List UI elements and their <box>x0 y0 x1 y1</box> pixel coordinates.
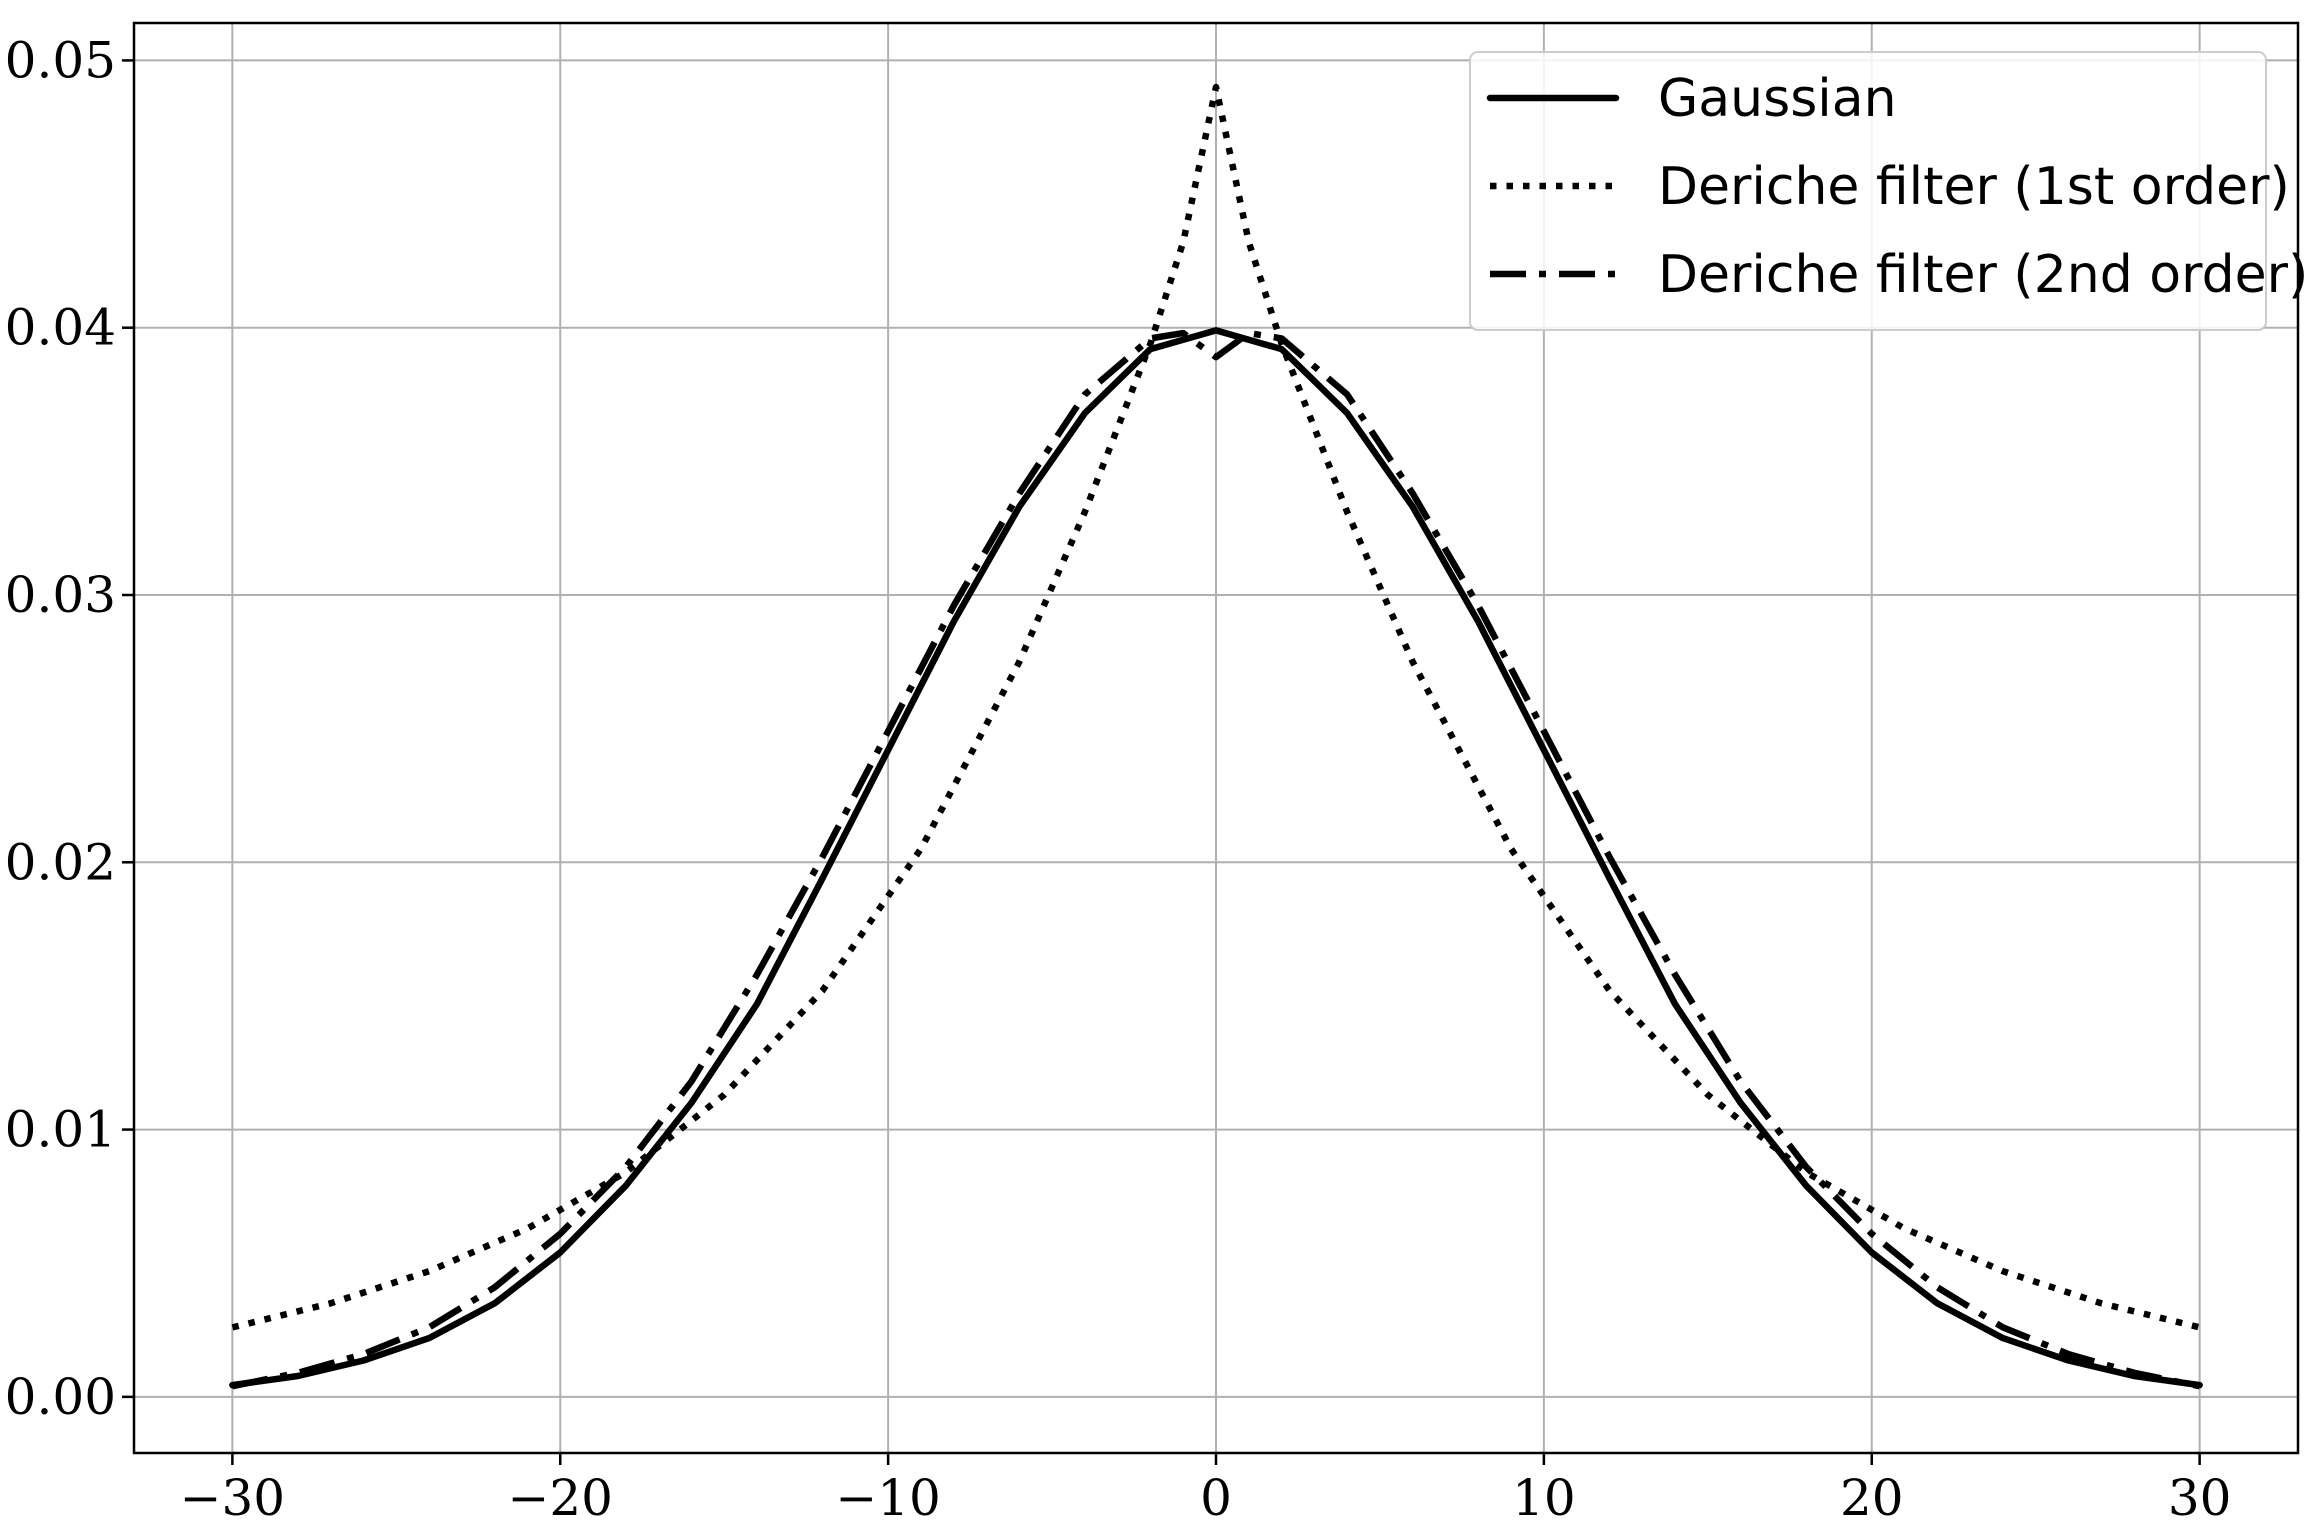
y-tick-label: 0.00 <box>5 1368 116 1426</box>
y-tick-label: 0.01 <box>5 1101 116 1159</box>
tick-labels: −30 −20 −10 0 10 20 30 0.00 0.01 0.02 0.03 0.04 0.05 <box>5 31 2232 1522</box>
legend-box <box>1469 51 2267 331</box>
legend-label-2: Deriche filter (1st order) <box>1658 157 2290 217</box>
x-tick-label: 10 <box>1512 1469 1576 1522</box>
x-tick-label: −20 <box>507 1469 613 1522</box>
series-line-1 <box>229 327 2203 1389</box>
y-tick-label: 0.04 <box>5 299 116 357</box>
series-line-3 <box>231 329 2201 1390</box>
x-tick-label: 30 <box>2168 1469 2232 1522</box>
y-tick-label: 0.03 <box>5 566 116 624</box>
series-line-2 <box>231 83 2201 1331</box>
series-layer <box>229 83 2203 1390</box>
x-tick-label: 0 <box>1200 1469 1232 1522</box>
x-tick-label: −10 <box>835 1469 941 1522</box>
y-tick-label: 0.02 <box>5 833 116 891</box>
grid <box>134 23 2298 1453</box>
legend: Gaussian Deriche filter (1st order) Derich… <box>1469 51 2308 331</box>
x-tick-label: −30 <box>180 1469 286 1522</box>
legend-label-1: Gaussian <box>1658 69 1897 129</box>
legend-label-3: Deriche filter (2nd order) <box>1658 245 2308 305</box>
x-tick-label: 20 <box>1840 1469 1904 1522</box>
y-tick-label: 0.05 <box>5 31 116 89</box>
